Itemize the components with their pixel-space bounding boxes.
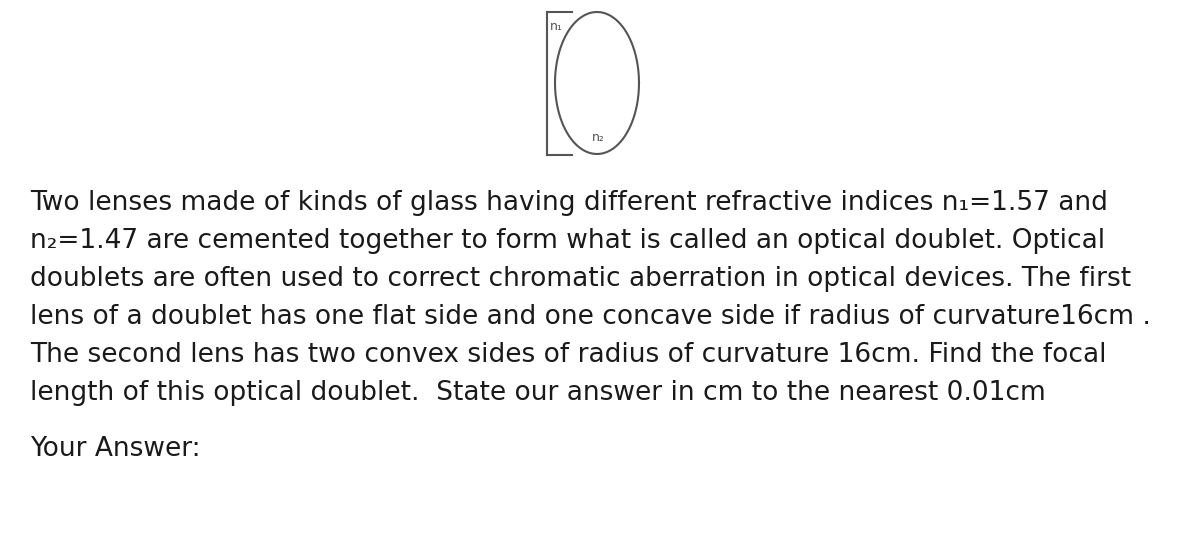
Text: n₁: n₁ bbox=[550, 20, 563, 33]
Text: The second lens has two convex sides of radius of curvature 16cm. Find the focal: The second lens has two convex sides of … bbox=[30, 342, 1106, 368]
Text: Your Answer:: Your Answer: bbox=[30, 436, 200, 462]
Text: n₂: n₂ bbox=[592, 131, 605, 144]
Text: n₂=1.47 are cemented together to form what is called an optical doublet. Optical: n₂=1.47 are cemented together to form wh… bbox=[30, 228, 1105, 254]
Text: Two lenses made of kinds of glass having different refractive indices n₁=1.57 an: Two lenses made of kinds of glass having… bbox=[30, 190, 1108, 216]
Text: length of this optical doublet.  State our answer in cm to the nearest 0.01cm: length of this optical doublet. State ou… bbox=[30, 380, 1045, 406]
Text: doublets are often used to correct chromatic aberration in optical devices. The : doublets are often used to correct chrom… bbox=[30, 266, 1132, 292]
Text: lens of a doublet has one flat side and one concave side if radius of curvature1: lens of a doublet has one flat side and … bbox=[30, 304, 1151, 330]
